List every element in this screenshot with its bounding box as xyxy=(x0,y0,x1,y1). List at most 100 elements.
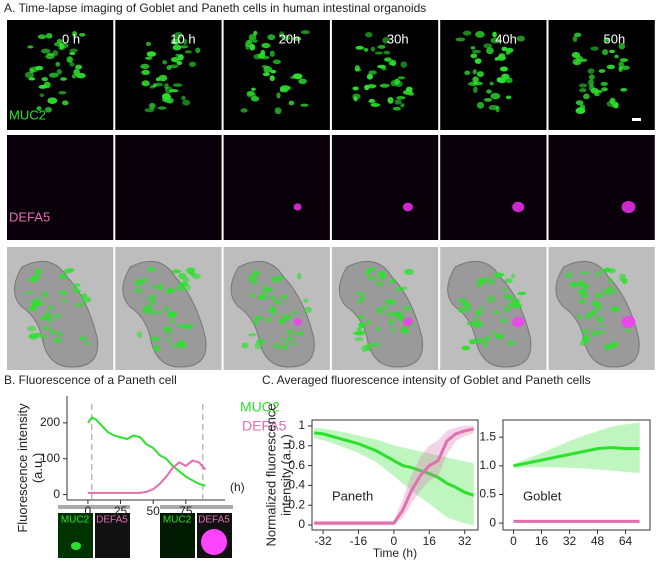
cell xyxy=(272,299,279,305)
inset-cell xyxy=(201,529,227,555)
cell xyxy=(153,82,164,87)
cell xyxy=(388,319,394,326)
cell xyxy=(171,269,182,274)
x-tick-label: -16 xyxy=(350,534,368,548)
cell xyxy=(569,281,579,288)
cell xyxy=(354,337,364,342)
cell xyxy=(462,30,472,36)
cell xyxy=(496,77,504,83)
cell xyxy=(370,46,376,52)
cell xyxy=(360,293,365,301)
cell xyxy=(47,97,58,105)
cell xyxy=(181,95,186,101)
cell xyxy=(155,310,163,315)
cell xyxy=(304,306,312,314)
cell xyxy=(356,327,362,332)
cell xyxy=(267,309,276,313)
cell xyxy=(270,69,277,74)
cell xyxy=(58,290,69,296)
cell xyxy=(60,77,67,81)
time-label: 40h xyxy=(495,31,517,46)
cell xyxy=(165,288,176,294)
cell xyxy=(42,334,47,340)
cell xyxy=(619,277,624,282)
cell xyxy=(473,86,478,94)
cell xyxy=(62,100,69,106)
cell xyxy=(151,299,156,306)
cell xyxy=(501,287,508,292)
cell xyxy=(44,312,52,318)
cell xyxy=(298,78,307,85)
y-tick-label: 0 xyxy=(53,487,60,501)
y-axis-label-line: Fluorescence intensity xyxy=(15,403,30,533)
cell xyxy=(284,341,290,345)
x-axis-label: (h) xyxy=(230,480,245,494)
cell xyxy=(498,53,506,58)
cell xyxy=(66,56,73,63)
cell xyxy=(394,78,401,85)
legend-label: DEFA5 xyxy=(242,418,287,434)
panel-title: A. Time-lapse imaging of Goblet and Pane… xyxy=(4,1,426,15)
cell xyxy=(595,304,603,310)
cell xyxy=(252,278,258,286)
cell xyxy=(184,324,194,330)
cell xyxy=(24,291,35,295)
cell xyxy=(395,287,404,292)
cell xyxy=(151,284,158,289)
cell xyxy=(619,273,626,279)
channel-label: DEFA5 xyxy=(9,209,50,224)
cell xyxy=(474,58,482,64)
cell xyxy=(607,286,615,291)
cell xyxy=(75,64,83,70)
cell xyxy=(470,46,476,50)
cell xyxy=(368,70,377,75)
cell xyxy=(136,331,143,338)
y-tick-label: 0 xyxy=(489,515,496,529)
cell xyxy=(468,339,477,345)
cell xyxy=(179,45,189,49)
x-tick-label: 32 xyxy=(563,534,577,548)
cell xyxy=(621,65,630,70)
cell xyxy=(489,279,494,285)
cell xyxy=(397,76,406,80)
cell xyxy=(579,88,587,93)
cell xyxy=(45,32,53,39)
cell xyxy=(41,77,48,82)
cell xyxy=(63,268,71,274)
organoid xyxy=(230,260,315,368)
cell xyxy=(282,313,292,321)
cell xyxy=(58,45,66,51)
cell xyxy=(572,35,578,43)
cell xyxy=(53,338,62,343)
paneth-cell xyxy=(512,316,525,328)
cell xyxy=(84,341,91,346)
cell xyxy=(500,317,507,324)
cell xyxy=(486,47,494,55)
cell xyxy=(72,287,79,291)
cell xyxy=(618,61,625,68)
cell xyxy=(261,65,269,69)
cell xyxy=(168,89,179,93)
line xyxy=(314,427,474,525)
cell xyxy=(252,319,260,325)
cell xyxy=(581,335,591,343)
cell xyxy=(366,319,371,326)
cell xyxy=(300,103,309,107)
cell xyxy=(42,325,50,330)
cell xyxy=(490,37,501,44)
time-label: 30h xyxy=(387,31,409,46)
inset-image xyxy=(160,513,195,558)
y-tick-label: 200 xyxy=(40,415,60,429)
cell xyxy=(145,56,153,60)
cell xyxy=(600,81,608,87)
cell xyxy=(610,306,620,312)
cell xyxy=(384,57,392,62)
inset-cell xyxy=(71,542,81,550)
cell xyxy=(28,306,37,312)
cell xyxy=(297,272,302,280)
cell xyxy=(42,291,48,299)
cell xyxy=(69,48,79,53)
micrograph xyxy=(7,20,114,130)
cell xyxy=(488,104,499,111)
cell xyxy=(170,57,180,63)
